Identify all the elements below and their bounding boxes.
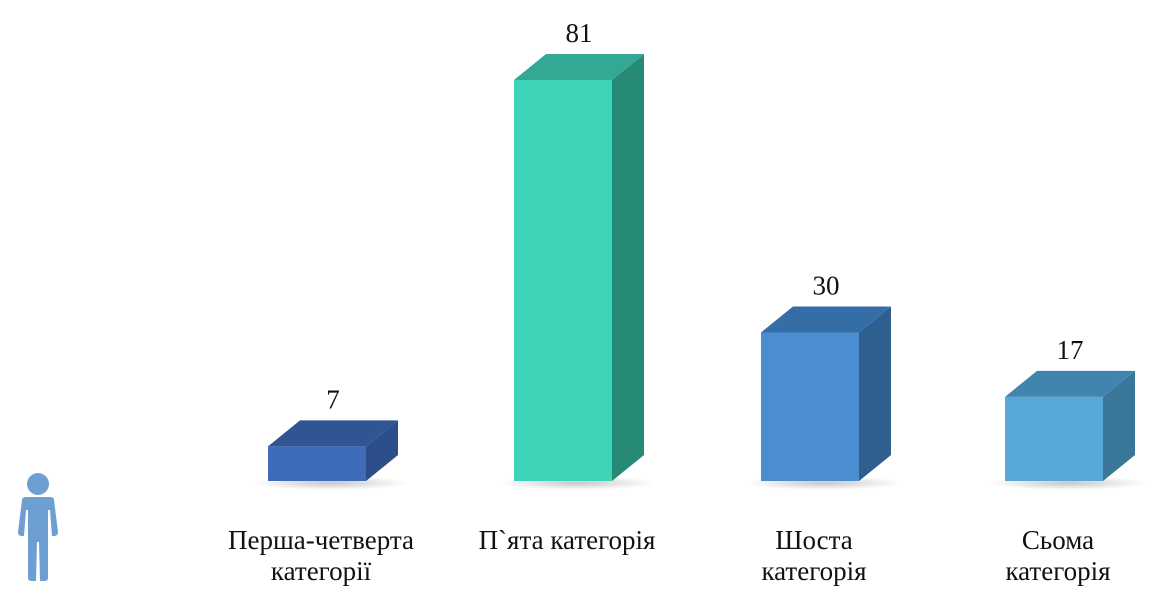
category-label: Сьома категорія — [1005, 525, 1111, 586]
category-label: Шоста категорія — [761, 525, 867, 586]
category-label: П`ята категорія — [478, 525, 656, 555]
bar-top — [514, 54, 644, 80]
bar-top — [761, 306, 891, 333]
category-label: Перша-четверта категорії — [228, 525, 414, 586]
bar-top — [268, 420, 398, 447]
data-label: 81 — [566, 18, 593, 48]
bar-side — [366, 420, 398, 481]
bar-top — [1005, 370, 1135, 397]
person-icon — [18, 473, 58, 581]
bar — [514, 80, 612, 481]
bar-side — [859, 306, 891, 481]
bar-side — [612, 54, 644, 481]
data-label: 17 — [1057, 335, 1084, 365]
bar-side — [1103, 370, 1135, 481]
data-label: 7 — [326, 384, 340, 414]
bar — [268, 446, 366, 481]
bar — [761, 332, 859, 481]
data-label: 30 — [813, 270, 840, 300]
bar — [1005, 396, 1103, 481]
